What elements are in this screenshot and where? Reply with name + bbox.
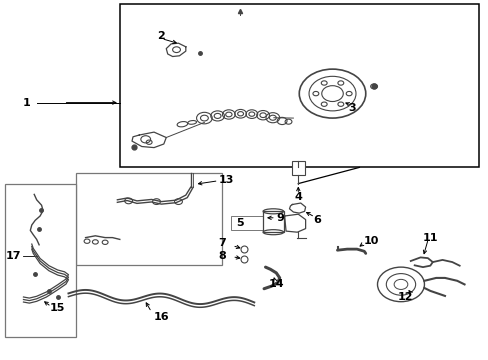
Bar [263, 211, 283, 232]
Text: 8: 8 [218, 251, 225, 261]
Text: 6: 6 [312, 215, 320, 225]
Text: 5: 5 [235, 218, 243, 228]
Bar [76, 173, 222, 265]
Bar [120, 4, 478, 167]
Text: 7: 7 [218, 238, 225, 248]
Text: 13: 13 [219, 175, 234, 185]
Bar [292, 161, 304, 175]
Bar [230, 216, 264, 230]
Text: 16: 16 [153, 312, 169, 322]
Text: 17: 17 [6, 251, 21, 261]
Text: 10: 10 [363, 236, 379, 246]
Text: 15: 15 [50, 303, 65, 313]
Bar [5, 184, 76, 337]
Text: 9: 9 [276, 213, 284, 223]
Text: 1: 1 [23, 98, 31, 108]
Text: 12: 12 [397, 292, 413, 302]
Text: 2: 2 [157, 31, 165, 41]
Text: 14: 14 [268, 279, 284, 289]
Text: 11: 11 [422, 233, 437, 243]
Text: 3: 3 [347, 103, 355, 113]
Text: 4: 4 [294, 192, 302, 202]
